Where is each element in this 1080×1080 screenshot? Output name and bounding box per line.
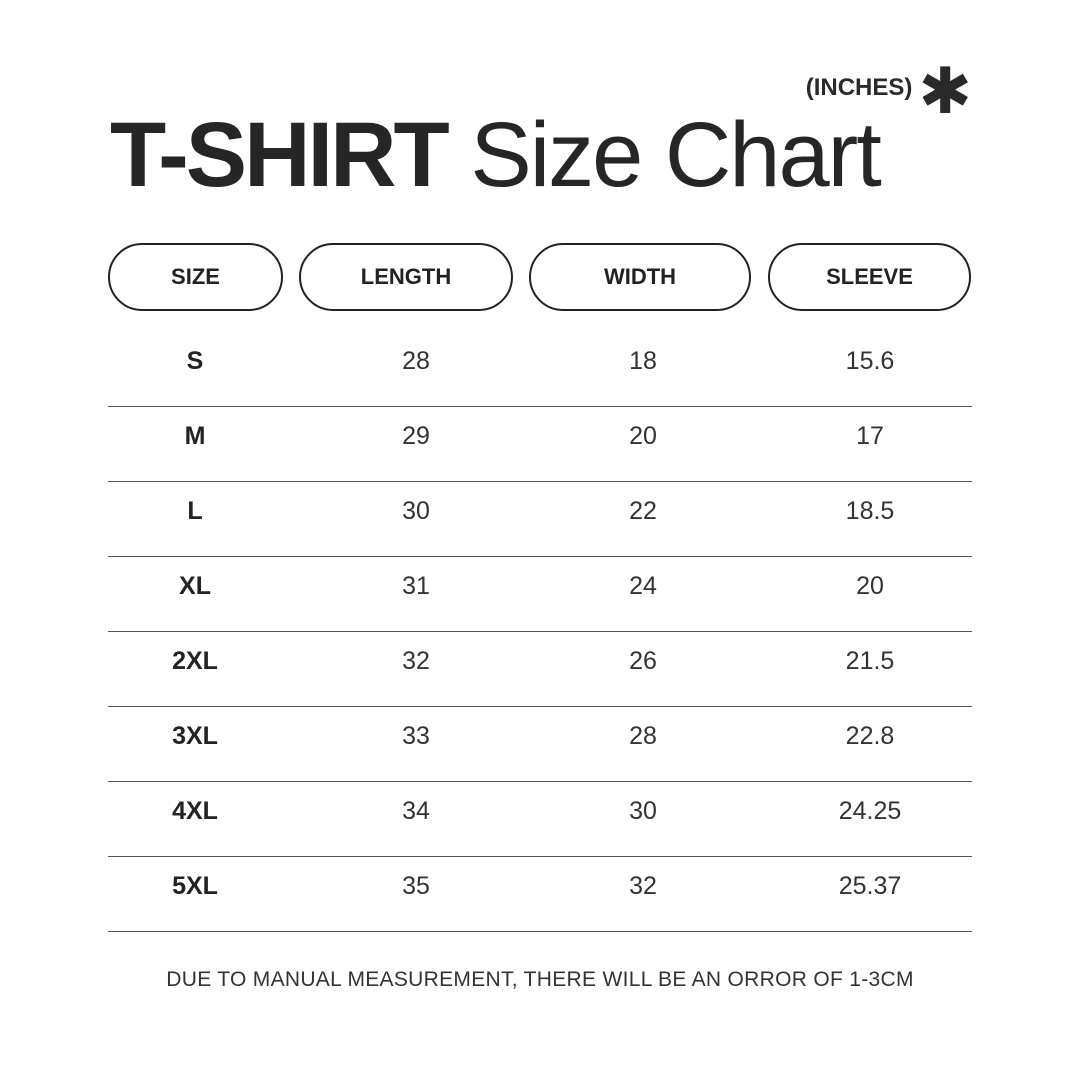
cell-width: 30 xyxy=(629,797,657,825)
title-bold: T-SHIRT xyxy=(110,104,450,206)
cell-size: 5XL xyxy=(172,872,218,900)
cell-width: 32 xyxy=(629,872,657,900)
header-length: LENGTH xyxy=(299,243,513,311)
cell-width: 26 xyxy=(629,647,657,675)
cell-sleeve: 20 xyxy=(856,572,884,600)
cell-length: 35 xyxy=(402,872,430,900)
cell-length: 32 xyxy=(402,647,430,675)
cell-size: 4XL xyxy=(172,797,218,825)
cell-sleeve: 25.37 xyxy=(838,872,902,900)
cell-sleeve: 21.5 xyxy=(845,647,895,675)
header-sleeve: SLEEVE xyxy=(768,243,971,311)
cell-width: 28 xyxy=(629,722,657,750)
cell-size: S xyxy=(186,347,204,375)
table-row: XL 31 24 20 xyxy=(108,556,972,632)
table-row: 3XL 33 28 22.8 xyxy=(108,706,972,782)
cell-width: 22 xyxy=(629,497,657,525)
cell-width: 24 xyxy=(629,572,657,600)
table-row: 4XL 34 30 24.25 xyxy=(108,781,972,857)
units-label: (INCHES) ✱ xyxy=(805,55,972,127)
table-row: S 28 18 15.6 xyxy=(108,331,972,407)
table-row: L 30 22 18.5 xyxy=(108,481,972,557)
cell-sleeve: 18.5 xyxy=(845,497,895,525)
cell-width: 20 xyxy=(629,422,657,450)
cell-sleeve: 24.25 xyxy=(838,797,902,825)
page-title: T-SHIRT Size Chart xyxy=(110,100,882,210)
cell-sleeve: 15.6 xyxy=(845,347,895,375)
cell-width: 18 xyxy=(629,347,657,375)
table-row: 2XL 32 26 21.5 xyxy=(108,631,972,707)
cell-length: 34 xyxy=(402,797,430,825)
cell-size: M xyxy=(184,422,206,450)
cell-length: 33 xyxy=(402,722,430,750)
header-width: WIDTH xyxy=(529,243,751,311)
cell-length: 31 xyxy=(402,572,430,600)
header-size: SIZE xyxy=(108,243,283,311)
cell-size: XL xyxy=(179,572,211,600)
cell-size: L xyxy=(187,497,203,525)
measurement-note: DUE TO MANUAL MEASUREMENT, THERE WILL BE… xyxy=(166,968,914,991)
cell-size: 2XL xyxy=(172,647,218,675)
asterisk-icon: ✱ xyxy=(918,55,972,127)
title-regular: Size Chart xyxy=(470,104,881,206)
cell-length: 29 xyxy=(402,422,430,450)
cell-sleeve: 22.8 xyxy=(845,722,895,750)
table-row: 5XL 35 32 25.37 xyxy=(108,856,972,932)
cell-length: 28 xyxy=(402,347,430,375)
cell-sleeve: 17 xyxy=(856,422,884,450)
cell-size: 3XL xyxy=(172,722,218,750)
cell-length: 30 xyxy=(402,497,430,525)
table-row: M 29 20 17 xyxy=(108,406,972,482)
units-text: (INCHES) xyxy=(805,74,913,101)
